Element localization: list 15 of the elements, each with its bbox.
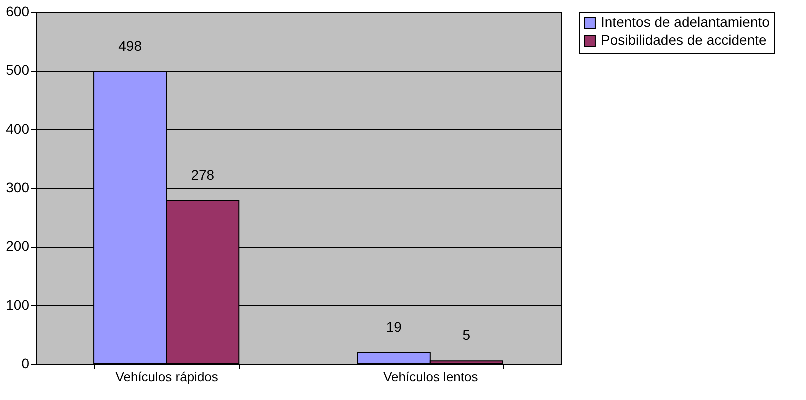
data-label: 278 [191, 166, 215, 183]
y-tick-label: 200 [6, 238, 30, 254]
x-tick-label: Vehículos rápidos [116, 370, 219, 384]
y-tick-label: 300 [6, 180, 30, 196]
y-tick-label: 400 [6, 120, 30, 137]
y-tick-label: 100 [6, 296, 30, 313]
y-tick-label: 0 [22, 356, 30, 372]
data-label: 5 [462, 327, 471, 344]
x-tick-label: Vehículos lentos [384, 370, 479, 384]
y-tick-label: 500 [6, 62, 30, 78]
data-label: 19 [386, 318, 402, 335]
data-label: 498 [118, 38, 142, 54]
legend-label: Posibilidades de accidente [601, 32, 767, 48]
y-tick-label: 600 [6, 4, 30, 20]
legend-label: Intentos de adelantamiento [601, 14, 770, 30]
